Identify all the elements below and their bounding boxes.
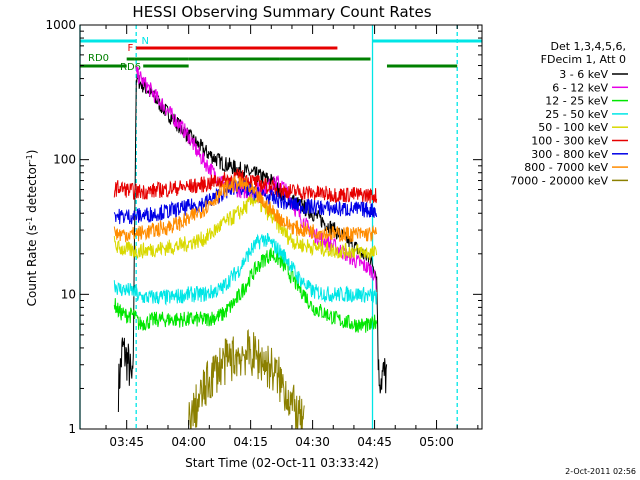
- axes: 1 10 100 1000 03:45 04:00 04:15 04:30 04:45 05:00: [45, 18, 483, 449]
- legend-entry-label: 50 - 100 keV: [538, 121, 608, 134]
- x-tick-label: 04:15: [233, 435, 268, 449]
- x-tick-label: 05:00: [419, 435, 454, 449]
- legend-entry-label: 3 - 6 keV: [559, 68, 608, 81]
- x-tick-label: 04:30: [295, 435, 330, 449]
- y-tick-label: 10: [61, 287, 76, 301]
- legend-entry-label: 100 - 300 keV: [531, 135, 608, 148]
- legend-entry-label: 7000 - 20000 keV: [510, 174, 608, 187]
- series-group: [113, 66, 388, 430]
- rd0-flag-label: RD0: [88, 53, 109, 64]
- legend-entry-label: 12 - 25 keV: [545, 95, 608, 108]
- chart-title: HESSI Observing Summary Count Rates: [132, 3, 431, 21]
- legend-entry-label: 800 - 7000 keV: [524, 161, 608, 174]
- series-line-4: [113, 232, 378, 306]
- x-tick-label: 04:45: [357, 435, 392, 449]
- y-axis-label-main: Count Rate (s: [25, 225, 39, 307]
- plot-frame: [79, 24, 483, 430]
- x-tick-label: 03:45: [109, 435, 144, 449]
- y-axis-label-mid: detector: [25, 162, 39, 217]
- timestamp: 2-Oct-2011 02:56: [565, 467, 636, 476]
- series-line-9: [188, 328, 305, 430]
- legend-header-1: Det 1,3,4,5,6,: [550, 40, 626, 53]
- legend: Det 1,3,4,5,6, FDecim 1, Att 0 3 - 6 keV…: [510, 40, 628, 187]
- y-axis-label-sup1: -1: [25, 217, 34, 225]
- legend-entry-label: 25 - 50 keV: [545, 108, 608, 121]
- y-axis-label-sup2: -1: [25, 154, 34, 162]
- y-tick-label: 1000: [45, 18, 76, 32]
- flare-flag-label: F: [128, 43, 134, 54]
- series-line-5: [113, 193, 378, 261]
- y-tick-label: 1: [68, 422, 76, 436]
- rd6-flag-label: RD6: [120, 62, 141, 73]
- legend-header-2: FDecim 1, Att 0: [541, 53, 626, 66]
- y-axis-label-end: ): [25, 150, 39, 155]
- y-tick-label: 100: [53, 153, 76, 167]
- legend-entry-label: 300 - 800 keV: [531, 148, 608, 161]
- y-axis-label: Count Rate (s-1 detector-1): [25, 150, 40, 307]
- series-line-8: [113, 175, 378, 243]
- series-line-3: [113, 247, 378, 333]
- x-tick-label: 04:00: [171, 435, 206, 449]
- x-axis-label: Start Time (02-Oct-11 03:33:42): [185, 456, 379, 470]
- observing-flags: NF RD0 RD6: [79, 25, 482, 429]
- night-flag-label: N: [142, 36, 149, 47]
- legend-entry-label: 6 - 12 keV: [552, 81, 608, 94]
